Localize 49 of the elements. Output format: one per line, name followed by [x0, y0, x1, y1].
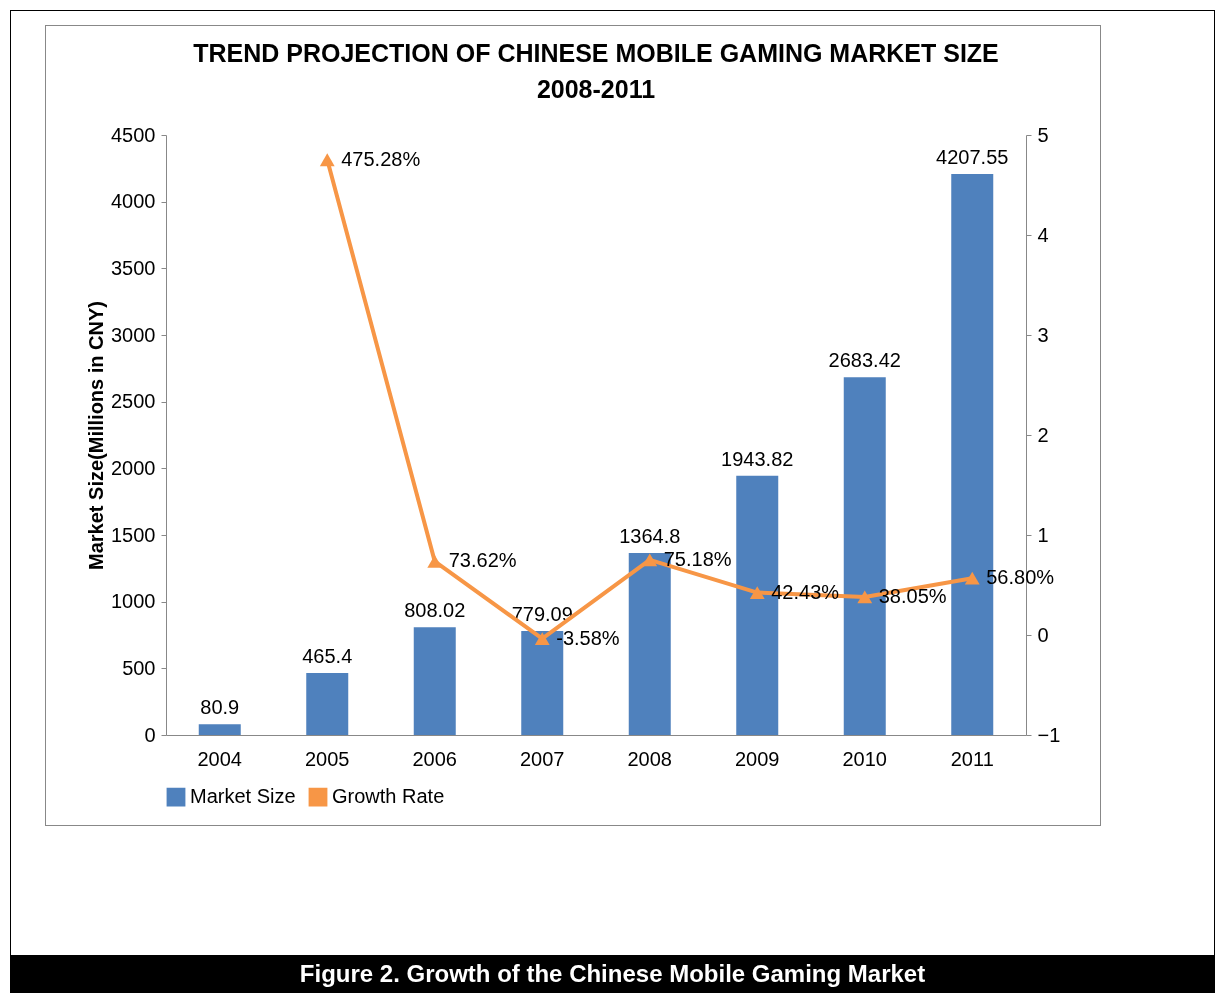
y2-tick-label: 1	[1037, 523, 1049, 546]
data-label: 475.28%	[341, 147, 421, 170]
x-tick-label: 2008	[627, 747, 672, 770]
y-axis-title: Market Size(Millions in CNY)	[85, 301, 108, 570]
y2-tick-label: 3	[1037, 323, 1049, 346]
data-label: 2683.42	[828, 349, 901, 372]
data-label: 808.02	[404, 599, 466, 622]
point	[319, 153, 335, 167]
caption: Figure 2. Growth of the Chinese Mobile Gaming Market	[10, 955, 1215, 993]
data-label: 80.9	[200, 696, 240, 719]
y2-tick-label: −1	[1037, 723, 1061, 746]
bar	[413, 627, 456, 735]
bar	[306, 672, 349, 735]
x-tick-label: 2011	[950, 747, 994, 770]
y-tick-label: 3000	[111, 323, 156, 346]
point	[642, 553, 658, 567]
point	[964, 571, 980, 585]
chart-title: TREND PROJECTION OF CHINESE MOBILE GAMING MARKET SIZE 2008-2011	[193, 39, 999, 103]
data-label: 1943.82	[721, 447, 794, 470]
y2-tick-label: 2	[1037, 423, 1049, 446]
y-tick-label: 4500	[111, 123, 156, 146]
y-tick-label: 1000	[111, 590, 156, 613]
y2-tick-label: 5	[1037, 123, 1049, 146]
bar	[198, 724, 241, 735]
y-tick-label: 0	[144, 723, 156, 746]
data-label: 4207.55	[936, 145, 1009, 168]
x-tick-label: 2009	[735, 747, 780, 770]
data-label: 465.4	[302, 644, 353, 667]
y2-tick-label: 0	[1037, 623, 1049, 646]
y-tick-label: 3500	[111, 256, 156, 279]
y-tick-label: 1500	[111, 523, 156, 546]
y-tick-label: 500	[122, 656, 156, 679]
x-tick-label: 2006	[412, 747, 457, 770]
point	[427, 554, 443, 568]
data-label: 73.62%	[448, 549, 517, 572]
y-tick-label: 4000	[111, 190, 156, 213]
x-tick-label: 2004	[197, 747, 242, 770]
legend-label: Market Size	[190, 785, 296, 808]
point	[749, 586, 765, 599]
point	[857, 590, 873, 604]
y-tick-label: 2000	[111, 456, 156, 479]
x-tick-label: 2010	[842, 747, 887, 770]
point	[534, 632, 550, 645]
y-tick-label: 2500	[111, 390, 156, 413]
x-tick-label: 2007	[520, 747, 565, 770]
y2-tick-label: 4	[1037, 223, 1049, 246]
x-tick-label: 2005	[305, 747, 350, 770]
legend-label: Growth Rate	[332, 785, 445, 808]
data-label: 1364.8	[619, 525, 681, 548]
